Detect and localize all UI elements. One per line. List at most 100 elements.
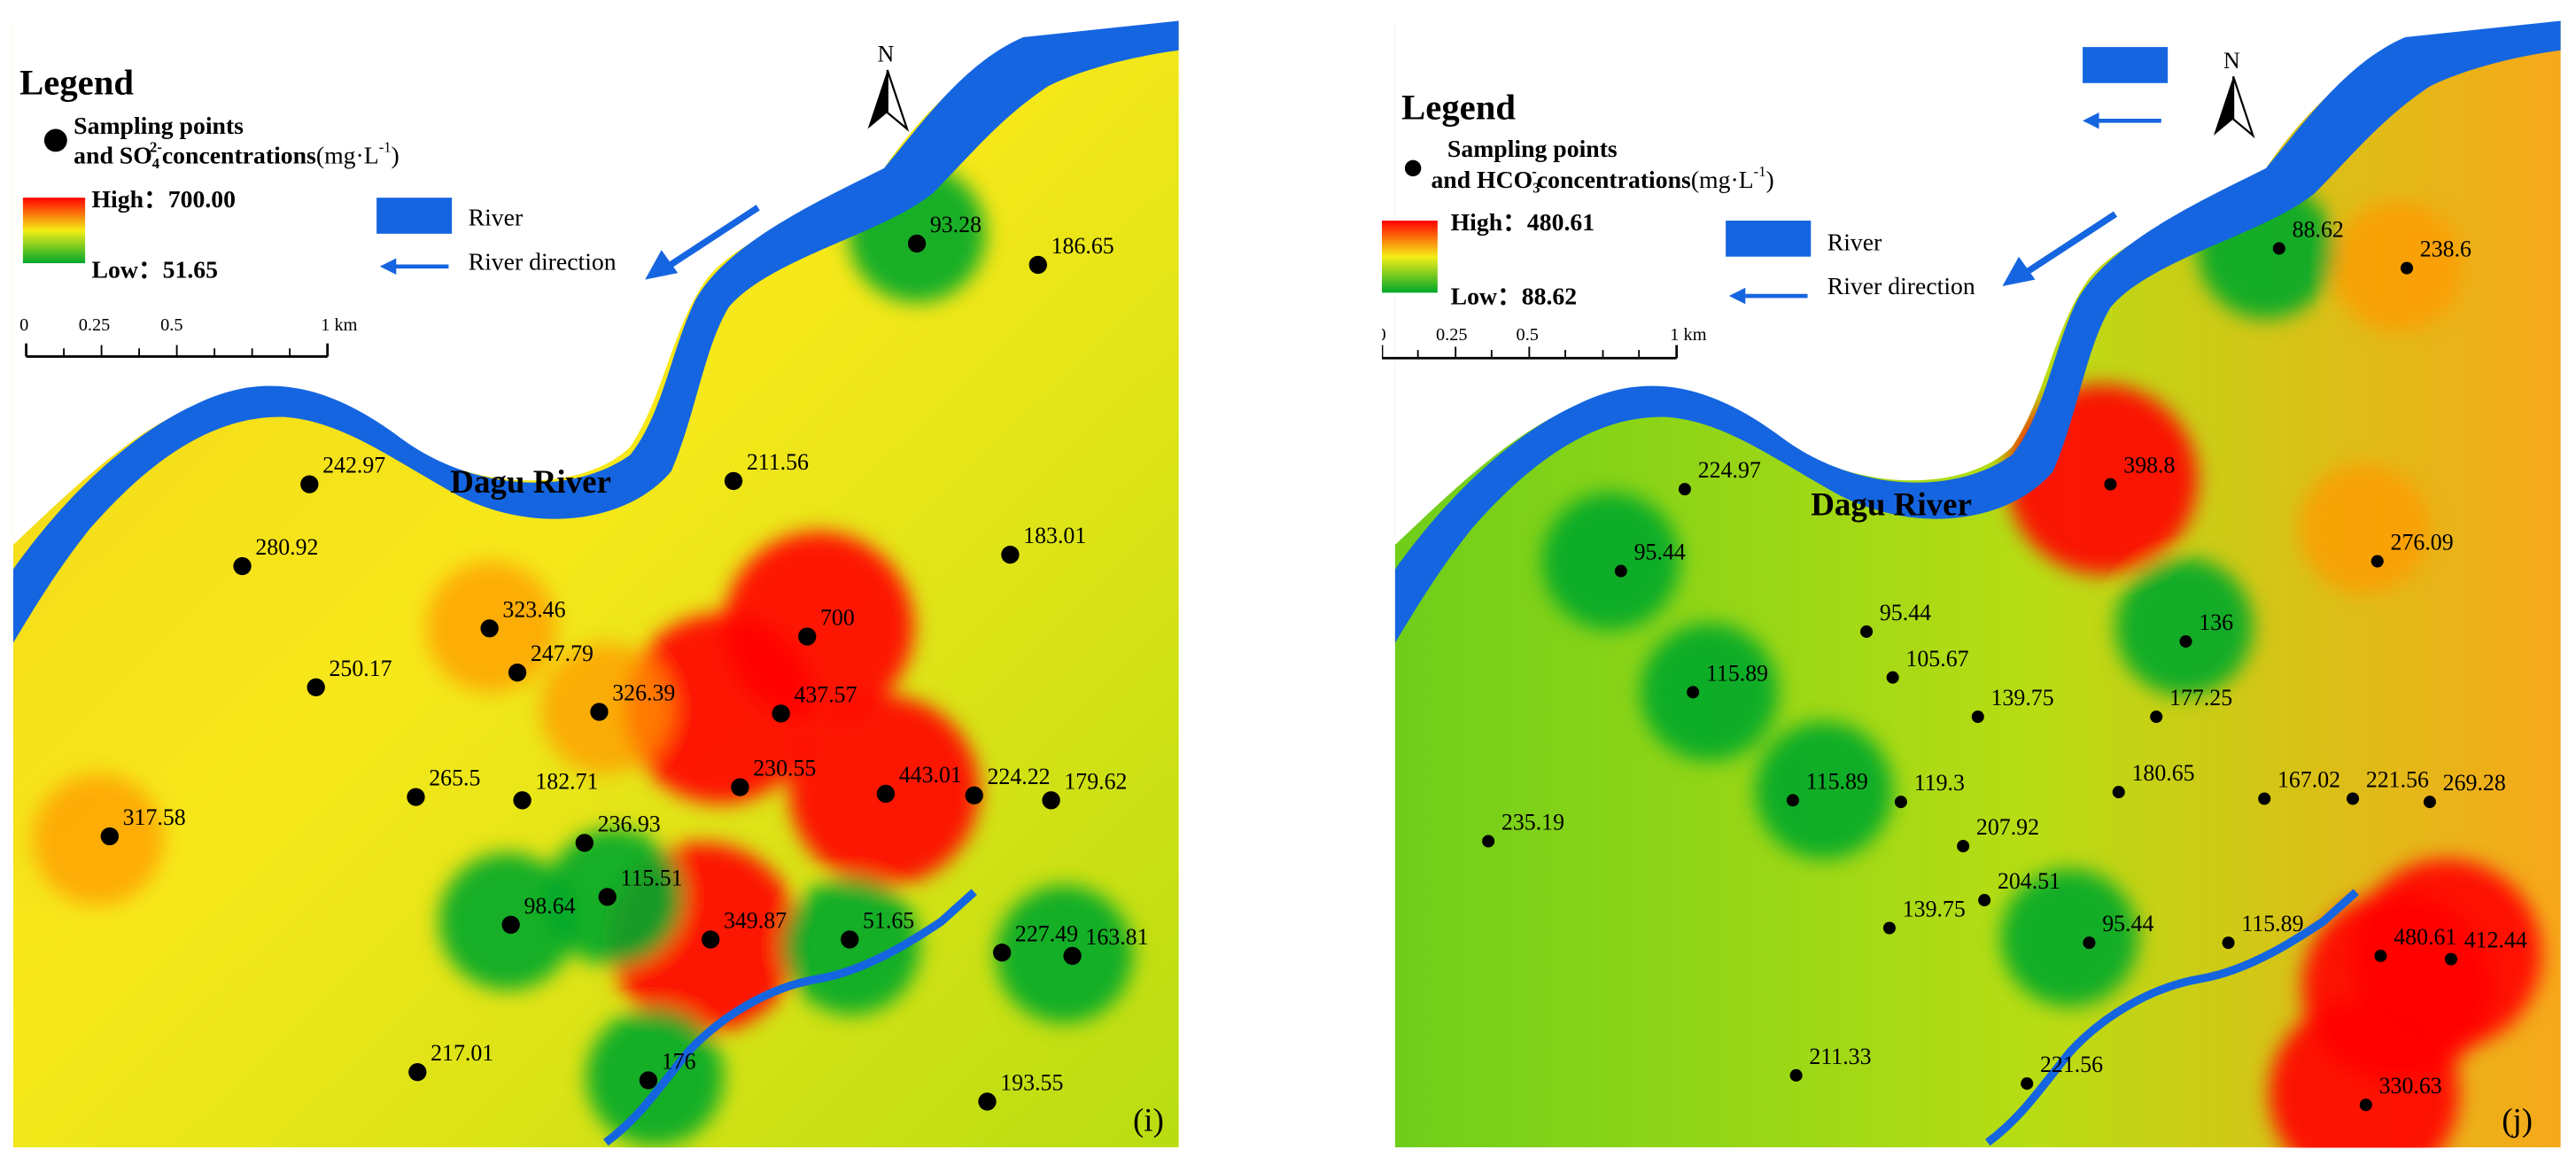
dagu-river (12, 20, 1179, 643)
sampling-point (2104, 478, 2117, 491)
sampling-point-label: 95.44 (1880, 600, 1931, 625)
legend-river-label: River (1827, 228, 1882, 255)
concentration-hotspot-high (2269, 998, 2460, 1148)
sampling-point-label: 323.46 (502, 596, 565, 622)
sampling-point-label: 221.56 (2366, 767, 2429, 793)
sampling-point (1978, 894, 1991, 907)
sampling-point (598, 888, 617, 906)
scale-tick-1km: 1 km (321, 315, 357, 335)
sampling-point-label: 115.89 (1806, 768, 1868, 794)
sampling-point (300, 475, 319, 493)
legend-low: Low：88.62 (1451, 282, 1577, 309)
sampling-point (1894, 796, 1907, 809)
river-flow-arrow-icon (2002, 211, 2118, 286)
sampling-point (772, 704, 790, 723)
sampling-point-label: 236.93 (598, 811, 661, 836)
sampling-point (2258, 792, 2271, 805)
map-panel-j: 88.62 238.6 224.97 398.8 95.44 276.09 95.44 136… (1382, 0, 2569, 1165)
sampling-point-symbol (1404, 159, 1422, 177)
sampling-point-label: 95.44 (2102, 911, 2153, 936)
legend-river-direction-label: River direction (1827, 272, 1975, 299)
legend-direction-arrow-icon (379, 258, 449, 276)
sampling-point (408, 1062, 427, 1082)
sampling-point-label: 211.33 (1809, 1044, 1871, 1069)
sampling-point (2374, 949, 2387, 962)
sampling-point-label: 211.56 (747, 449, 809, 475)
sampling-point-label: 238.6 (2420, 237, 2471, 262)
sampling-point (508, 663, 527, 682)
sampling-point-label: 180.65 (2132, 760, 2195, 786)
sampling-point-label: 230.55 (753, 756, 816, 781)
sampling-point (724, 471, 743, 491)
sampling-point (2222, 936, 2235, 950)
map-canvas: 93.28 186.65 242.97 280.92 211.56 183.01 700 32… (12, 20, 1179, 1148)
panel-label: (i) (1133, 1102, 1164, 1139)
sampling-point-label: 93.28 (930, 212, 982, 237)
sampling-point (907, 234, 927, 253)
north-arrow-icon (867, 69, 910, 132)
sampling-point (841, 930, 859, 949)
scale-bar (1382, 345, 1679, 360)
sampling-point (2423, 796, 2436, 809)
sampling-point (575, 834, 594, 852)
concentration-hotspot-low (1755, 721, 1893, 859)
sampling-point (1028, 255, 1047, 275)
sampling-point-label: 193.55 (1000, 1069, 1063, 1095)
sampling-point (1678, 483, 1691, 496)
sampling-point (2021, 1077, 2034, 1091)
concentration-hotspot-low (1641, 623, 1779, 761)
scale-bar (25, 343, 330, 358)
sampling-point (513, 791, 531, 810)
legend-direction-arrow-icon (1728, 287, 1808, 305)
sampling-point-label: 224.97 (1698, 457, 1761, 483)
sampling-point-label: 176 (662, 1048, 696, 1074)
legend-sampling-line1: Sampling points (1447, 135, 1618, 162)
sampling-point (1882, 921, 1896, 935)
legend-river-label: River (469, 204, 524, 231)
sampling-point (2272, 242, 2285, 255)
legend-river-swatch (376, 198, 453, 234)
sampling-point (2347, 792, 2360, 805)
sampling-point-label: 247.79 (531, 641, 594, 666)
map-canvas: 88.62 238.6 224.97 398.8 95.44 276.09 95.44 136… (1382, 20, 2561, 1148)
concentration-hotspot-high (625, 613, 816, 804)
legend-low: Low：51.65 (92, 256, 218, 283)
sampling-point-label: 119.3 (1914, 770, 1965, 796)
concentration-hotspot-low (2000, 868, 2138, 1007)
concentration-hotspot-mid (2332, 200, 2463, 332)
sampling-point (1860, 625, 1874, 638)
sampling-point (2444, 952, 2457, 966)
concentration-hotspot-low (1542, 492, 1680, 631)
legend-high: High：480.61 (1451, 208, 1595, 236)
sampling-point-label: 242.97 (322, 453, 385, 478)
sampling-point-label: 265.5 (429, 765, 480, 791)
sampling-point-label: 98.64 (524, 893, 575, 919)
sampling-point-label: 105.67 (1905, 646, 1968, 672)
legend-sampling-line1: Sampling points (74, 112, 244, 139)
sampling-point-label: 167.02 (2277, 767, 2340, 793)
sampling-point (306, 678, 325, 696)
sampling-point-label: 480.61 (2394, 924, 2456, 950)
sampling-point (2150, 711, 2163, 724)
sampling-point (233, 556, 252, 576)
sampling-point-label: 227.49 (1015, 920, 1078, 946)
tributary (603, 889, 977, 1146)
sampling-point (876, 784, 896, 804)
panel-label: (j) (2502, 1102, 2533, 1139)
sampling-point-label: 443.01 (899, 762, 962, 788)
sampling-point (407, 788, 425, 806)
legend-sampling-line2: and HCO3-concentrations(mg·L-1) (1431, 163, 1773, 196)
sampling-point (100, 827, 119, 846)
sampling-point (1042, 791, 1060, 810)
sampling-point (1001, 545, 1020, 564)
sampling-point (2370, 555, 2384, 568)
scale-tick-1km: 1 km (1670, 325, 1706, 345)
sampling-point-label: 269.28 (2443, 770, 2506, 796)
sampling-point (2400, 261, 2414, 275)
sampling-point-label: 217.01 (431, 1040, 493, 1066)
legend-river-swatch (1726, 221, 1812, 257)
sampling-point-label: 115.51 (620, 865, 682, 890)
legend-title: Legend (1401, 87, 1516, 127)
legend-title: Legend (19, 63, 134, 103)
sampling-point (1063, 946, 1082, 966)
